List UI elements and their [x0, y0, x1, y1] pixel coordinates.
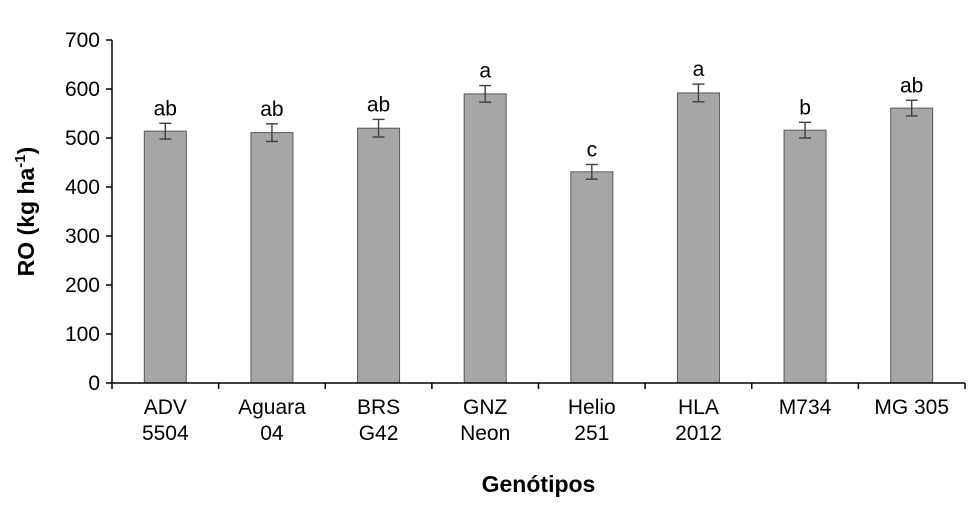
y-tick-label: 100 — [65, 323, 100, 346]
x-category-label: MG 305 — [874, 396, 949, 419]
significance-label: ab — [367, 93, 390, 116]
bar — [357, 127, 401, 384]
bar — [890, 107, 934, 384]
y-axis-title: RO (kg ha-1) — [12, 147, 39, 277]
bar — [676, 92, 720, 384]
bar — [783, 129, 827, 384]
significance-label: b — [799, 96, 811, 119]
bar — [143, 130, 187, 384]
y-tick-label: 500 — [65, 127, 100, 150]
x-category-label: Aguara — [238, 396, 306, 419]
x-category-label: ADV — [144, 396, 187, 419]
y-tick-label: 0 — [88, 372, 100, 395]
x-category-label: 5504 — [142, 422, 189, 445]
significance-label: ab — [260, 98, 283, 121]
y-axis-ticks: 0 100 200 300 400 500 600 700 — [65, 29, 112, 395]
significance-label: c — [587, 138, 598, 161]
y-axis-title-main: RO (kg ha — [13, 167, 39, 276]
x-category-label: 251 — [574, 422, 609, 445]
bar — [463, 93, 507, 384]
y-tick-label: 700 — [65, 29, 100, 52]
y-tick-label: 600 — [65, 78, 100, 101]
y-axis-title-superscript: -1 — [12, 154, 29, 167]
x-category-label: 2012 — [675, 422, 722, 445]
y-axis-title-end: ) — [13, 147, 39, 155]
x-category-label: GNZ — [463, 396, 508, 419]
y-tick-label: 300 — [65, 225, 100, 248]
x-axis-title: Genótipos — [482, 471, 596, 497]
significance-label: ab — [154, 97, 177, 120]
x-category-label: G42 — [359, 422, 399, 445]
x-category-label: BRS — [357, 396, 400, 419]
category-labels: ADV 5504 Aguara 04 BRS G42 GNZ Neon Helio 251 HLA 2… — [111, 383, 966, 445]
x-category-label: 04 — [260, 422, 284, 445]
significance-label: ab — [900, 74, 923, 97]
bar — [570, 171, 614, 384]
x-category-label: M734 — [779, 396, 832, 419]
bar — [250, 132, 294, 384]
y-tick-label: 400 — [65, 176, 100, 199]
significance-label: a — [479, 60, 491, 83]
x-category-label: Neon — [460, 422, 510, 445]
x-category-label: Helio — [568, 396, 616, 419]
x-category-label: HLA — [678, 396, 719, 419]
error-bars — [159, 83, 918, 180]
y-tick-label: 200 — [65, 274, 100, 297]
bars — [143, 92, 934, 384]
significance-label: a — [693, 58, 705, 81]
